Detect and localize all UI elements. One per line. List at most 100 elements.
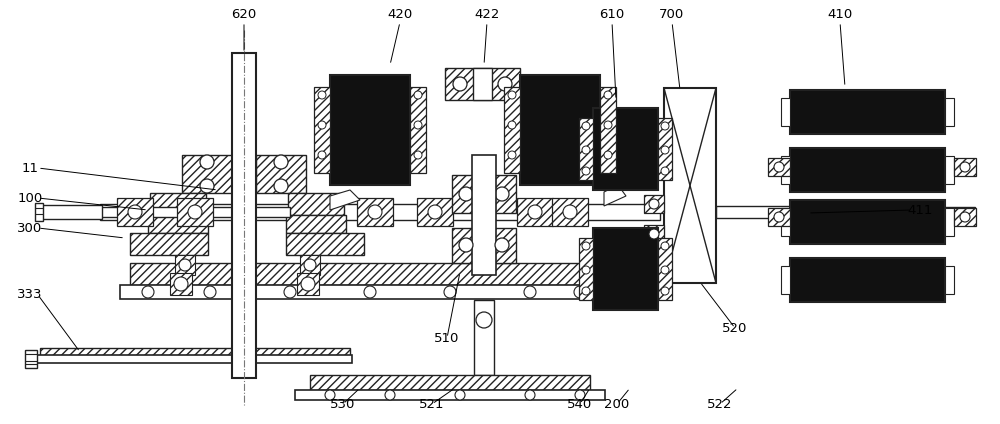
Bar [150,193,206,215]
Circle shape [528,205,542,219]
Circle shape [274,179,288,193]
Bar [658,118,672,180]
Circle shape [301,277,315,291]
Bar [954,158,976,176]
Bar [593,108,658,190]
Bar [658,238,672,300]
Bar [781,156,790,184]
Bar [120,285,610,299]
Text: 422: 422 [474,8,500,20]
Circle shape [188,205,202,219]
Bar [790,90,945,134]
Circle shape [525,390,535,400]
Circle shape [364,286,376,298]
Circle shape [495,238,509,252]
Circle shape [582,167,590,175]
Bar [781,98,790,126]
Bar [100,204,660,220]
Circle shape [476,312,492,328]
Bar [474,300,494,375]
Bar [148,215,208,233]
Circle shape [508,151,516,159]
Bar [593,228,658,310]
Circle shape [604,91,612,99]
Bar [35,203,43,221]
Circle shape [204,286,216,298]
Circle shape [455,390,465,400]
Text: 410: 410 [827,8,853,20]
Circle shape [960,212,970,222]
Bar [297,273,319,295]
Bar [579,118,593,180]
Circle shape [582,146,590,154]
Bar [295,390,605,400]
Polygon shape [604,185,626,206]
Text: 11: 11 [22,162,38,175]
Circle shape [428,205,442,219]
Text: 700: 700 [659,8,685,20]
Bar [314,87,330,173]
Bar [644,225,664,243]
Circle shape [774,212,784,222]
Text: 521: 521 [419,398,445,410]
Bar [844,207,975,217]
Bar [781,266,790,294]
Circle shape [604,151,612,159]
Bar [288,193,344,215]
Circle shape [325,390,335,400]
Bar [445,68,520,100]
Circle shape [304,259,316,271]
Bar [232,53,256,378]
Bar [600,87,616,173]
Bar [417,198,453,226]
Bar [664,88,716,283]
Bar [768,158,790,176]
Text: 300: 300 [17,221,43,234]
Bar [945,98,954,126]
Bar [357,198,393,226]
Circle shape [661,146,669,154]
Text: 100: 100 [17,192,43,204]
Circle shape [498,77,512,91]
Polygon shape [330,190,360,210]
Text: 520: 520 [722,321,748,335]
Text: 510: 510 [434,332,460,344]
Circle shape [649,199,659,209]
Bar [768,208,790,226]
Circle shape [368,205,382,219]
Bar [286,233,364,255]
Bar [945,156,954,184]
Bar [40,205,102,219]
Bar [330,75,410,185]
Circle shape [582,122,590,130]
Bar [175,255,195,275]
Bar [25,350,37,368]
Circle shape [274,155,288,169]
Text: 610: 610 [599,8,625,20]
Bar [579,238,593,300]
Circle shape [661,167,669,175]
Bar [32,355,352,363]
Circle shape [575,390,585,400]
Text: 620: 620 [231,8,257,20]
Bar [40,348,350,360]
Circle shape [414,91,422,99]
Bar [473,68,492,100]
Bar [954,208,976,226]
Circle shape [284,286,296,298]
Circle shape [508,91,516,99]
Text: 420: 420 [387,8,413,20]
Circle shape [604,121,612,129]
Circle shape [960,162,970,172]
Circle shape [582,242,590,250]
Circle shape [414,121,422,129]
Circle shape [582,266,590,274]
Circle shape [444,286,456,298]
Bar [410,87,426,173]
Circle shape [661,287,669,295]
Bar [790,200,945,244]
Circle shape [200,155,214,169]
Circle shape [128,205,142,219]
Bar [100,207,290,217]
Bar [177,198,213,226]
